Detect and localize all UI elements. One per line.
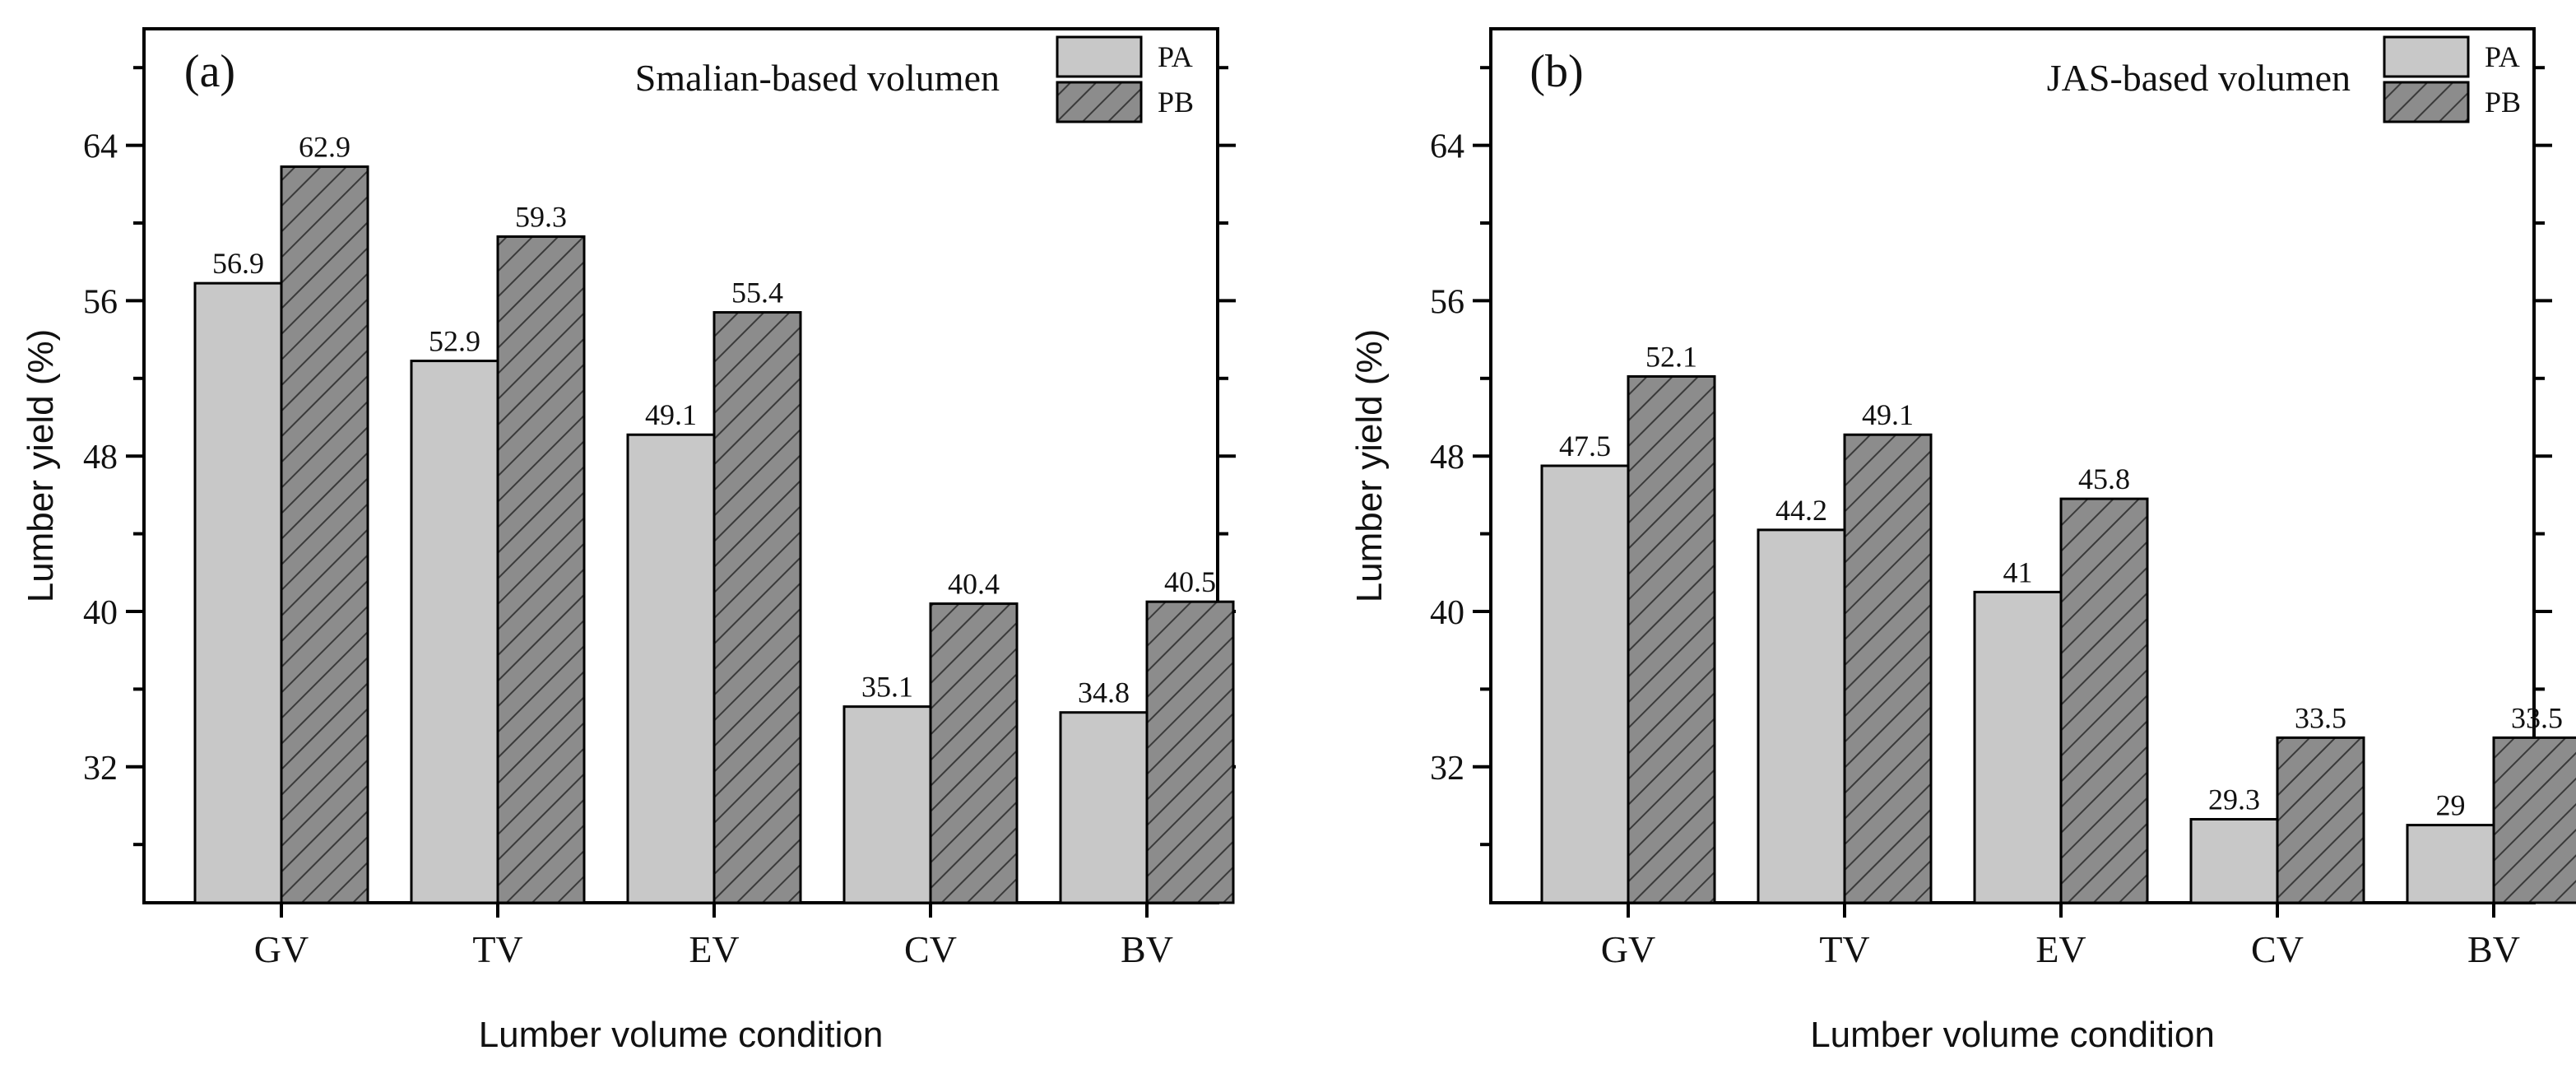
y-tick-label: 56: [83, 283, 118, 321]
x-axis-title: Lumber volume condition: [479, 1015, 884, 1055]
bar-pb: [929, 602, 1019, 904]
legend-label: PB: [1158, 86, 1194, 119]
bar-pa: [1757, 528, 1846, 904]
data-label: 33.5: [2295, 701, 2346, 734]
bar-pa: [1540, 464, 1630, 904]
data-label: 35.1: [861, 671, 913, 704]
y-tick-label: 40: [83, 594, 118, 632]
data-label: 56.9: [212, 247, 264, 280]
data-label: 34.8: [1078, 676, 1130, 709]
y-tick-label: 40: [1430, 594, 1464, 632]
chart-title: Smalian-based volumen: [635, 57, 1000, 99]
panel-label: (a): [184, 46, 235, 97]
data-label: 55.4: [731, 277, 783, 309]
data-label: 40.4: [948, 568, 1000, 601]
y-axis-title: Lumber yield (%): [21, 329, 61, 603]
data-label: 49.1: [645, 398, 697, 431]
data-label: 45.8: [2078, 462, 2130, 495]
bar-pa: [410, 360, 499, 904]
data-label: 47.5: [1559, 430, 1611, 462]
chart-title: JAS-based volumen: [2047, 57, 2351, 99]
y-axis-title: Lumber yield (%): [1349, 329, 1390, 603]
data-label: 41: [2003, 555, 2033, 588]
y-tick-label: 48: [1430, 439, 1464, 476]
bar-pb: [1843, 433, 1933, 904]
y-tick-label: 56: [1430, 283, 1464, 321]
bar-pa: [2406, 824, 2495, 904]
x-tick-label: EV: [2035, 928, 2086, 970]
bar-pa: [842, 705, 932, 904]
data-label: 52.1: [1645, 340, 1697, 373]
panel-label: (b): [1529, 46, 1583, 97]
bar-pa: [2189, 818, 2279, 904]
x-tick-label: BV: [1121, 928, 1173, 970]
legend-swatch-pb: [1056, 81, 1143, 123]
bar-pa: [1973, 590, 2063, 904]
y-tick-label: 32: [1430, 750, 1464, 788]
data-label: 62.9: [299, 131, 350, 164]
legend-label: PB: [2485, 86, 2521, 119]
x-tick-label: GV: [1601, 928, 1655, 970]
data-label: 40.5: [1164, 565, 1216, 598]
bar-pb: [496, 235, 586, 904]
data-label: 33.5: [2511, 701, 2563, 734]
y-tick-label: 64: [1430, 128, 1464, 166]
bar-pb: [1627, 374, 1716, 904]
x-tick-label: EV: [689, 928, 739, 970]
bar-pa: [193, 281, 283, 904]
data-label: 29.3: [2208, 783, 2260, 816]
x-tick-label: TV: [1819, 928, 1869, 970]
bar-pb: [280, 165, 369, 904]
x-tick-label: TV: [472, 928, 522, 970]
data-label: 52.9: [429, 325, 480, 358]
legend-swatch-pb: [2383, 81, 2470, 123]
data-label: 59.3: [515, 201, 567, 234]
data-label: 44.2: [1775, 494, 1827, 527]
y-tick-label: 32: [83, 750, 118, 788]
legend-label: PA: [1158, 40, 1193, 73]
y-tick-label: 64: [83, 128, 118, 166]
x-tick-label: GV: [254, 928, 309, 970]
bar-pb: [2059, 497, 2149, 904]
x-axis-title: Lumber volume condition: [1810, 1015, 2215, 1055]
bar-pa: [626, 433, 716, 904]
bar-pb: [1145, 600, 1235, 904]
chart-panel-a: 32 40 48 56 64 GV TV EV CV BV 56.9 52.9 49.1 35.1 34.8…: [21, 27, 1236, 1055]
x-tick-label: CV: [2251, 928, 2304, 970]
y-tick-label: 48: [83, 439, 118, 476]
legend-swatch-pa: [2383, 35, 2470, 78]
bar-pa: [1059, 711, 1149, 904]
legend-label: PA: [2485, 40, 2520, 73]
x-tick-label: BV: [2467, 928, 2520, 970]
data-label: 29: [2436, 789, 2466, 822]
x-tick-label: CV: [904, 928, 957, 970]
data-label: 49.1: [1862, 398, 1914, 431]
chart-panel-b: 32 40 48 56 64 GV TV EV CV BV 47.5 44.2 41 29.3 29 52.1…: [1349, 27, 2576, 1055]
bar-pb: [712, 311, 802, 904]
legend-swatch-pa: [1056, 35, 1143, 78]
bar-pb: [2276, 736, 2365, 904]
bar-pb: [2492, 736, 2576, 904]
